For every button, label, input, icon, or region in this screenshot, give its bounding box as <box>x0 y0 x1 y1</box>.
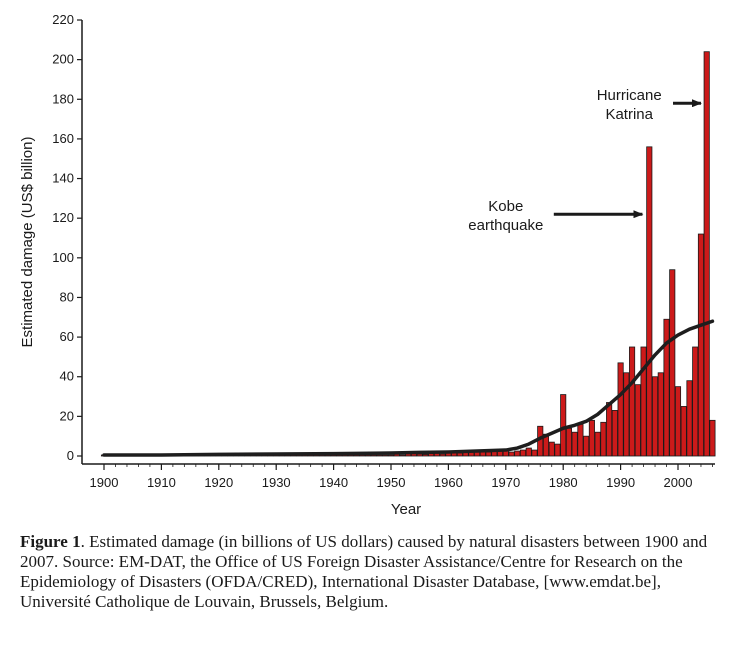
annotation-text: Hurricane <box>597 87 662 104</box>
bar-1975 <box>531 449 538 457</box>
bar-1985 <box>588 419 595 457</box>
bar-2002 <box>686 380 693 457</box>
bar-1987 <box>600 421 607 457</box>
annotation-1: Kobe earthquake <box>468 198 644 234</box>
bar-1948 <box>376 454 383 457</box>
bar-1955 <box>416 453 423 457</box>
x-tick-label: 1970 <box>491 475 520 490</box>
x-tick-label: 1930 <box>262 475 291 490</box>
bar-1997 <box>657 372 664 457</box>
x-tick-label: 1920 <box>204 475 233 490</box>
y-tick-label: 40 <box>60 369 74 384</box>
y-tick-label: 20 <box>60 408 74 423</box>
figure-label: Figure 1 <box>20 532 81 551</box>
damage-chart: 0 20 40 60 80 100 120 140 160 180 200 220 1900 1910 19… <box>19 12 716 518</box>
bar-1984 <box>583 435 590 457</box>
x-tick-label: 1910 <box>147 475 176 490</box>
bar-1952 <box>399 454 406 457</box>
bar-2001 <box>680 406 687 457</box>
bar-2006 <box>709 419 716 457</box>
x-tick-label: 1940 <box>319 475 348 490</box>
bar-1988 <box>606 402 613 457</box>
bar-1979 <box>554 443 561 457</box>
bar-1980 <box>560 394 567 457</box>
bar-1947 <box>370 454 377 457</box>
annotation-text: Katrina <box>605 106 653 123</box>
bar-1994 <box>640 346 647 457</box>
y-tick-label: 200 <box>52 52 74 67</box>
y-tick-label: 120 <box>52 210 74 225</box>
bar-1981 <box>565 427 572 457</box>
y-tick-label: 160 <box>52 131 74 146</box>
annotations-group: Hurricane Katrina Kobe earthquake <box>468 87 702 234</box>
caption-text: . Estimated damage (in billions of US do… <box>20 532 708 611</box>
y-tick-label: 140 <box>52 171 74 186</box>
bar-1989 <box>611 410 618 457</box>
bar-1967 <box>485 451 492 457</box>
figure-caption: Figure 1. Estimated damage (in billions … <box>20 532 725 612</box>
y-axis-title: Estimated damage (US$ billion) <box>19 137 36 348</box>
y-tick-label: 220 <box>52 12 74 27</box>
bar-1982 <box>571 431 578 457</box>
bar-1974 <box>525 447 532 457</box>
y-tick-label: 80 <box>60 289 74 304</box>
bar-1956 <box>422 454 429 457</box>
x-tick-label: 1980 <box>549 475 578 490</box>
bar-1973 <box>519 449 527 457</box>
bar-1992 <box>629 346 636 457</box>
bar-1986 <box>594 431 601 457</box>
bar-1993 <box>634 384 641 457</box>
y-tick-label: 0 <box>67 448 74 463</box>
bar-1983 <box>577 423 584 457</box>
bars-group <box>100 51 716 457</box>
bar-1950 <box>387 454 395 457</box>
bar-1976 <box>537 425 544 457</box>
y-tick-label: 60 <box>60 329 74 344</box>
bar-1962 <box>456 452 463 457</box>
bar-1945 <box>359 454 366 457</box>
bar-1972 <box>514 450 521 457</box>
bar-1949 <box>382 454 389 457</box>
x-tick-label: 2000 <box>664 475 693 490</box>
trend-line <box>102 319 715 457</box>
annotation-0: Hurricane Katrina <box>597 87 702 123</box>
x-tick-label: 1900 <box>90 475 119 490</box>
bar-1998 <box>663 318 670 457</box>
x-tick-label: 1990 <box>606 475 635 490</box>
bar-1946 <box>364 454 372 457</box>
bar-2003 <box>692 346 699 457</box>
x-tick-label: 1950 <box>377 475 406 490</box>
annotation-text: Kobe <box>488 198 523 215</box>
bar-2004 <box>697 233 705 457</box>
bar-1996 <box>651 376 659 457</box>
x-axis-title: Year <box>391 501 421 518</box>
bar-2005 <box>703 51 710 457</box>
x-tick-label: 1960 <box>434 475 463 490</box>
bar-1971 <box>508 451 515 457</box>
bar-1990 <box>617 362 624 457</box>
y-tick-label: 180 <box>52 91 74 106</box>
bar-1959 <box>439 453 446 457</box>
bar-1978 <box>548 441 555 457</box>
bar-2000 <box>674 386 682 457</box>
bar-1995 <box>646 146 653 457</box>
axes-group: 0 20 40 60 80 100 120 140 160 180 200 220 1900 1910 19… <box>52 12 715 490</box>
bar-1991 <box>623 372 630 457</box>
bar-1999 <box>669 269 676 457</box>
y-tick-label: 100 <box>52 250 74 265</box>
trend-group <box>102 319 715 457</box>
annotation-text: earthquake <box>468 217 543 234</box>
